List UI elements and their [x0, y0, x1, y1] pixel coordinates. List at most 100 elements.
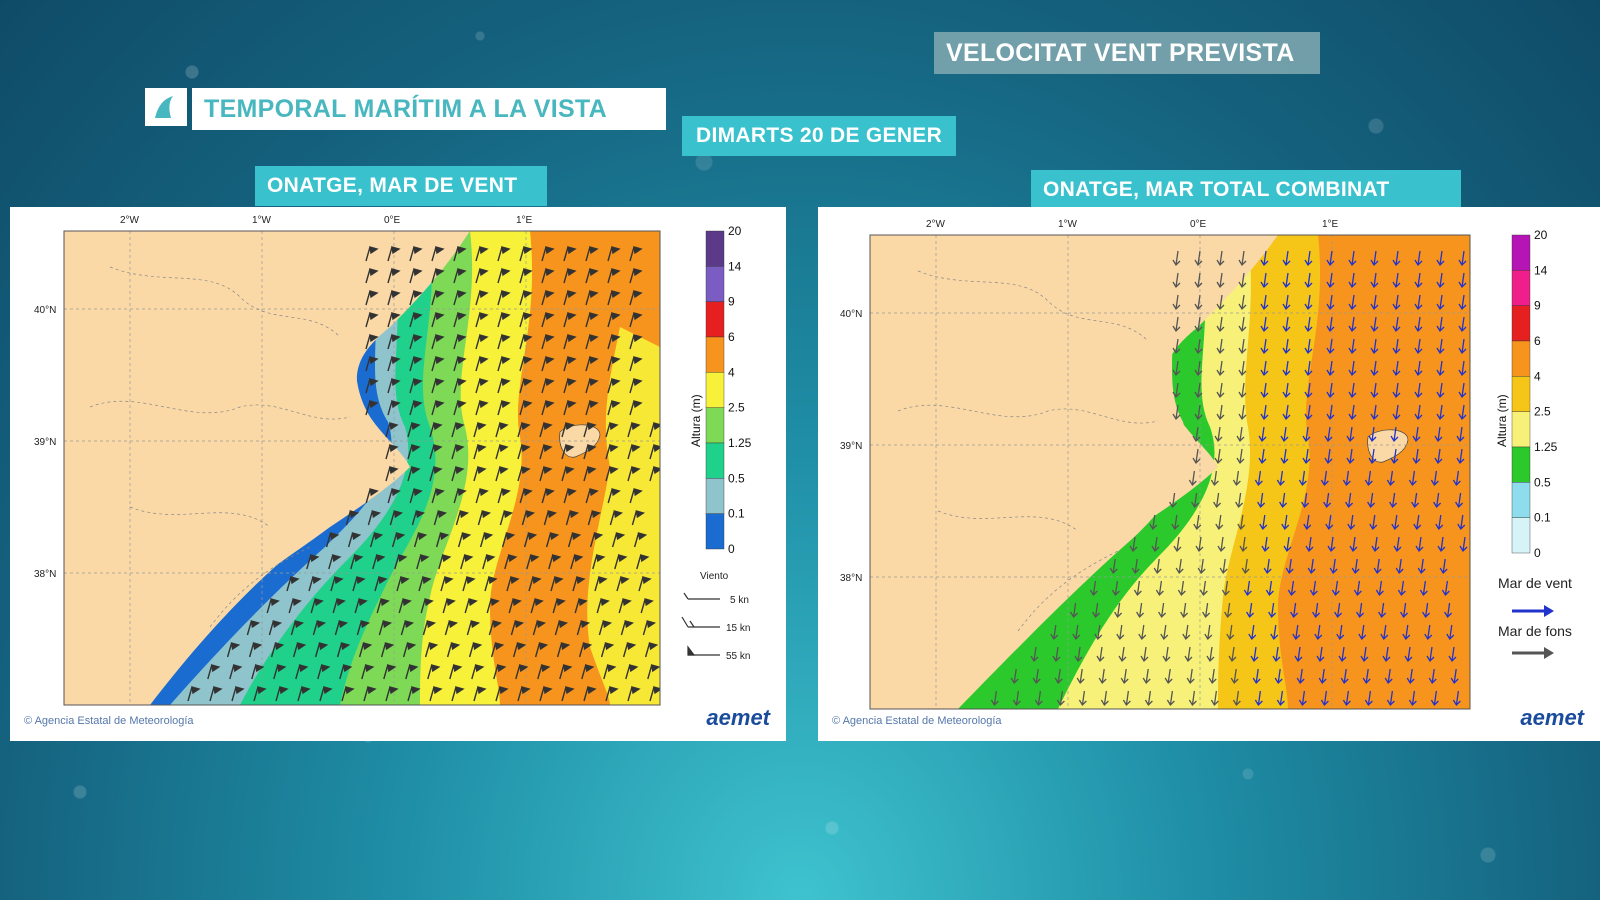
colorbar-tick: 0.5 — [1534, 475, 1551, 489]
wind-barb — [308, 576, 322, 592]
wind-barb — [649, 466, 660, 482]
wind-barb — [561, 444, 575, 460]
wave-arrow — [1260, 404, 1269, 421]
wind-barb — [317, 664, 331, 680]
wave-arrow — [1280, 448, 1289, 465]
wave-arrow — [1325, 514, 1334, 531]
wave-arrow — [1272, 646, 1281, 663]
wave-arrow — [1303, 514, 1312, 531]
wave-arrow — [1404, 646, 1413, 663]
wind-barb — [488, 620, 503, 636]
colorbar-tick: 0 — [728, 542, 735, 556]
wind-barb — [532, 620, 547, 636]
wave-arrow — [1172, 316, 1181, 333]
wave-arrow — [1238, 272, 1247, 289]
wave-arrow — [1370, 404, 1379, 421]
wave-arrow — [1342, 470, 1351, 487]
wave-arrow — [1386, 470, 1395, 487]
wind-barb — [429, 422, 443, 438]
wind-barb — [563, 356, 577, 372]
wind-barb — [563, 290, 577, 306]
wind-barb — [627, 422, 641, 438]
wave-arrow — [1195, 536, 1204, 553]
wind-barb — [229, 664, 243, 680]
wave-arrow — [1214, 426, 1223, 443]
wave-arrow — [1307, 558, 1316, 575]
wave-arrow — [1326, 250, 1335, 267]
wave-arrow — [1362, 668, 1371, 685]
wave-arrow — [1334, 602, 1343, 619]
wave-arrow — [1304, 272, 1313, 289]
wind-barb — [541, 334, 555, 350]
colorbar-tick: 4 — [1534, 369, 1541, 383]
wave-arrow — [1254, 470, 1263, 487]
wave-arrow — [1414, 250, 1423, 267]
colorbar-segment — [705, 407, 725, 444]
wave-arrow — [1172, 338, 1181, 355]
wind-barb — [497, 334, 511, 350]
wind-sea-map: 2°W 1°W 0°E 1°E 40°N 39°N 38°N 20 14 9 6 4 2.… — [34, 215, 752, 706]
wave-arrow — [1370, 360, 1379, 377]
wind-barb — [350, 554, 364, 570]
wind-legend-label: 5 kn — [730, 595, 749, 606]
wave-arrow — [1419, 580, 1428, 597]
colorbar-tick: 0 — [1534, 546, 1541, 560]
wind-barb — [475, 290, 489, 306]
wind-barb — [365, 246, 379, 262]
wave-arrow — [1194, 316, 1203, 333]
wave-arrow — [1204, 624, 1213, 641]
wave-arrow — [1258, 426, 1267, 443]
wave-arrow — [1238, 404, 1247, 421]
wave-arrow — [1210, 690, 1219, 707]
wind-barb — [431, 400, 445, 416]
wave-arrow — [1140, 646, 1149, 663]
wind-barb — [629, 378, 643, 394]
wave-arrow — [1294, 646, 1303, 663]
wave-arrow — [1232, 690, 1241, 707]
wind-barb — [512, 642, 527, 658]
wave-arrow — [1378, 602, 1387, 619]
wind-barb — [396, 576, 410, 592]
colorbar-tick: 20 — [728, 224, 742, 238]
colorbar: 20 14 9 6 4 2.5 1.25 0.5 0.1 0 — [705, 224, 752, 556]
wind-barb — [365, 334, 379, 350]
colorbar-tick: 0.1 — [728, 507, 745, 521]
wind-barb — [543, 510, 558, 526]
wave-arrow — [1290, 602, 1299, 619]
wind-barb — [563, 312, 577, 328]
wave-arrow — [1392, 382, 1401, 399]
wind-barb — [609, 510, 624, 526]
lat-tick: 40°N — [840, 309, 862, 320]
wind-barb — [341, 686, 355, 702]
wind-barb — [385, 422, 399, 438]
lat-tick: 38°N — [840, 573, 862, 584]
wave-arrow — [1133, 580, 1142, 597]
colorbar-segment — [1511, 446, 1531, 483]
wind-barb — [409, 290, 423, 306]
wave-arrow — [1326, 360, 1335, 377]
wind-barb — [622, 642, 637, 658]
wave-arrow — [1118, 646, 1127, 663]
wind-barb — [363, 686, 377, 702]
colorbar-title: Altura (m) — [689, 394, 703, 447]
wave-arrow — [1070, 602, 1079, 619]
wind-barb — [292, 642, 307, 658]
wind-barb — [563, 246, 577, 262]
wind-barb — [583, 466, 597, 482]
wave-arrow — [1292, 624, 1301, 641]
wave-arrow — [1144, 690, 1153, 707]
wind-barb — [464, 598, 478, 614]
wave-arrow — [1430, 690, 1439, 707]
colorbar-segment — [1511, 340, 1531, 377]
wave-arrow — [1348, 250, 1357, 267]
wind-barb — [446, 642, 461, 658]
wind-barb — [497, 290, 511, 306]
wind-barb — [387, 246, 401, 262]
wind-barb — [451, 466, 465, 482]
wave-arrow — [1215, 514, 1224, 531]
colorbar-tick: 20 — [1534, 228, 1548, 242]
wave-arrow — [1238, 316, 1247, 333]
wave-arrow — [1302, 448, 1311, 465]
wind-barb — [387, 334, 401, 350]
wave-arrow — [1263, 558, 1272, 575]
